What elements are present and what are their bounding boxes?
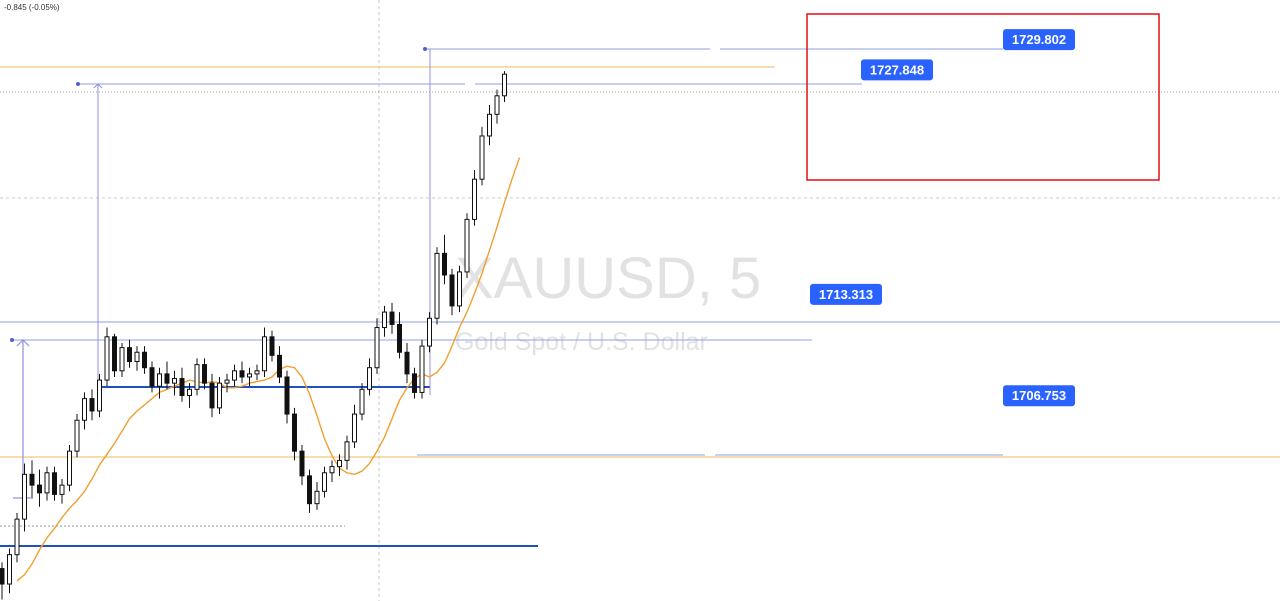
- candle: [449, 268, 455, 316]
- candle: [427, 312, 432, 353]
- candle: [404, 342, 410, 384]
- candle: [157, 367, 162, 399]
- candle: [164, 361, 170, 390]
- candle: [172, 370, 177, 396]
- candle: [344, 435, 350, 470]
- price-tag: 1729.802: [1003, 29, 1075, 51]
- candle: [412, 367, 417, 399]
- candle: [292, 407, 297, 461]
- candle: [127, 339, 132, 368]
- candle: [337, 454, 342, 476]
- candle: [194, 358, 200, 396]
- candle: [37, 469, 42, 507]
- candle: [487, 105, 492, 146]
- candle: [22, 463, 27, 532]
- candle: [29, 460, 35, 498]
- moving-average-line: [16, 157, 521, 582]
- candle: [224, 373, 230, 393]
- candle: [494, 89, 500, 124]
- candle: [59, 478, 65, 504]
- candle: [502, 71, 507, 102]
- candle: [307, 469, 312, 513]
- candle: [374, 318, 380, 374]
- candle: [179, 367, 185, 402]
- candle: [464, 213, 470, 279]
- candle: [89, 389, 95, 421]
- candle: [419, 339, 425, 399]
- price-tag-label: 1727.848: [870, 62, 924, 77]
- price-tags: 1729.802 1727.848 1713.313 1706.753: [810, 29, 1075, 407]
- candle: [14, 512, 20, 563]
- candle: [434, 247, 440, 325]
- candle: [382, 305, 387, 337]
- candle: [277, 346, 282, 384]
- price-tag: 1727.848: [861, 59, 933, 81]
- candle: [442, 234, 447, 285]
- candle: [389, 302, 395, 334]
- candle: [239, 361, 245, 384]
- candle: [457, 265, 462, 313]
- candle: [52, 466, 57, 501]
- candle: [322, 466, 327, 498]
- candle: [329, 460, 335, 483]
- price-tag-label: 1729.802: [1012, 32, 1066, 47]
- candle: [202, 358, 207, 390]
- candle: [254, 364, 260, 381]
- candle: [472, 169, 477, 226]
- candle: [284, 370, 290, 424]
- candle: [397, 312, 402, 359]
- price-tag-label: 1713.313: [819, 287, 873, 302]
- price-tag: 1706.753: [1003, 385, 1075, 407]
- candle: [142, 346, 147, 374]
- candle: [479, 126, 485, 186]
- candle: [7, 548, 12, 594]
- candle: [119, 342, 125, 377]
- candle: [149, 361, 155, 393]
- candle: [262, 327, 267, 377]
- watermark-description: Gold Spot / U.S. Dollar: [455, 328, 708, 356]
- candle: [359, 383, 365, 421]
- candle: [0, 562, 5, 600]
- candle: [134, 346, 140, 371]
- candle: [232, 364, 237, 387]
- candle: [82, 392, 87, 430]
- candle: [104, 327, 110, 387]
- candle: [314, 482, 320, 510]
- candlestick-series: [0, 71, 507, 600]
- candle: [209, 373, 215, 418]
- candle: [247, 367, 252, 387]
- price-change-readout: -0.845 (-0.05%): [4, 3, 60, 12]
- candle: [269, 330, 275, 362]
- candle: [299, 444, 305, 486]
- price-tag: 1713.313: [810, 283, 882, 305]
- candle: [352, 404, 357, 449]
- candle: [112, 333, 117, 377]
- price-tag-label: 1706.753: [1012, 388, 1066, 403]
- candle: [74, 414, 80, 458]
- candle: [187, 383, 192, 408]
- candle: [44, 466, 50, 501]
- candle: [97, 373, 102, 418]
- candle: [67, 444, 72, 492]
- candle: [367, 358, 372, 396]
- watermark-symbol: XAUUSD, 5: [455, 246, 761, 311]
- target-zone-box: [806, 13, 1160, 181]
- candle: [217, 376, 222, 415]
